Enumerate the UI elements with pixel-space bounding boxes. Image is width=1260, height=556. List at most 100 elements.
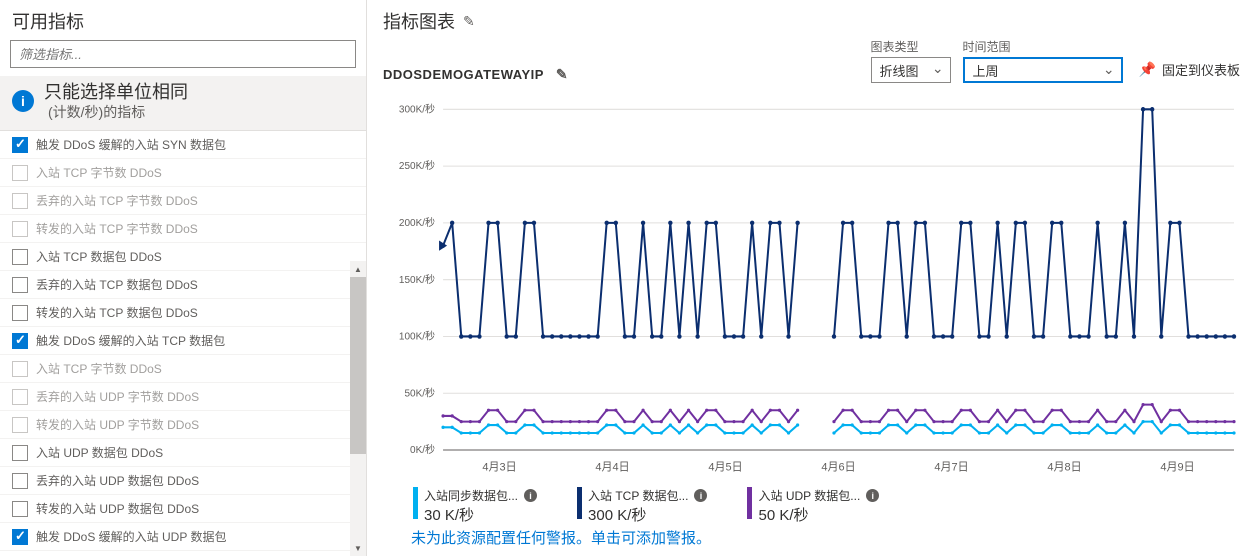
- metric-item[interactable]: 触发 DDoS 缓解的入站 SYN 数据包: [0, 131, 366, 159]
- time-range-value: 上周: [973, 61, 999, 80]
- metric-checkbox[interactable]: [12, 193, 28, 209]
- svg-text:300K/秒: 300K/秒: [399, 102, 435, 115]
- main-header: 指标图表 ✎: [383, 8, 1244, 34]
- metric-item[interactable]: 丢弃的入站 UDP 数据包 DDoS: [0, 467, 366, 495]
- sidebar-title: 可用指标: [0, 0, 366, 40]
- metric-item[interactable]: 丢弃的入站 TCP 字节数 DDoS: [0, 187, 366, 215]
- metric-label: 丢弃的入站 TCP 数据包 DDoS: [36, 276, 198, 293]
- svg-text:4月3日: 4月3日: [482, 462, 516, 474]
- metric-checkbox[interactable]: [12, 473, 28, 489]
- metric-item[interactable]: 转发的入站 TCP 数据包 DDoS: [0, 299, 366, 327]
- metric-label: 触发 DDoS 缓解的入站 SYN 数据包: [36, 136, 226, 153]
- main: 指标图表 ✎ DDOSDEMOGATEWAYIP ✎ 图表类型 折线图 时间范围…: [367, 0, 1260, 556]
- metric-label: 入站 TCP 字节数 DDoS: [36, 360, 162, 377]
- legend-value: 300 K/秒: [588, 504, 707, 525]
- pin-label: 固定到仪表板: [1162, 60, 1240, 79]
- alert-link[interactable]: 未为此资源配置任何警报。单击可添加警报。: [383, 525, 1244, 548]
- metric-item[interactable]: 转发的入站 TCP 字节数 DDoS: [0, 215, 366, 243]
- metric-checkbox[interactable]: [12, 417, 28, 433]
- search-wrap: [0, 40, 366, 76]
- metric-label: 转发的入站 TCP 字节数 DDoS: [36, 220, 198, 237]
- pin-icon: 📌: [1139, 61, 1156, 78]
- edit-resource-icon[interactable]: ✎: [556, 66, 568, 83]
- metric-label: 触发 DDoS 缓解的入站 UDP 数据包: [36, 528, 226, 545]
- legend-item[interactable]: 入站 UDP 数据包...i 50 K/秒: [747, 487, 879, 525]
- legend: 入站同步数据包...i 30 K/秒 入站 TCP 数据包...i 300 K/…: [383, 487, 1244, 525]
- metric-checkbox[interactable]: [12, 389, 28, 405]
- info-text-main: 只能选择单位相同: [44, 82, 188, 104]
- metric-checkbox[interactable]: [12, 305, 28, 321]
- legend-name: 入站同步数据包...i: [424, 487, 537, 504]
- svg-text:100K/秒: 100K/秒: [399, 329, 435, 342]
- metric-checkbox[interactable]: [12, 529, 28, 545]
- legend-item[interactable]: 入站同步数据包...i 30 K/秒: [413, 487, 537, 525]
- svg-text:4月8日: 4月8日: [1047, 462, 1081, 474]
- metric-item[interactable]: 入站 UDP 数据包 DDoS: [0, 439, 366, 467]
- info-icon: i: [12, 90, 34, 112]
- metric-checkbox[interactable]: [12, 501, 28, 517]
- metric-checkbox[interactable]: [12, 445, 28, 461]
- metric-label: 转发的入站 TCP 数据包 DDoS: [36, 304, 198, 321]
- resource-name: DDOSDEMOGATEWAYIP ✎: [383, 66, 568, 83]
- metric-item[interactable]: 入站 TCP 字节数 DDoS: [0, 355, 366, 383]
- info-icon[interactable]: i: [866, 489, 879, 502]
- time-range-label: 时间范围: [963, 38, 1123, 55]
- metric-label: 转发的入站 UDP 数据包 DDoS: [36, 500, 199, 517]
- legend-color-icon: [577, 487, 582, 519]
- metric-label: 转发的入站 UDP 字节数 DDoS: [36, 416, 199, 433]
- chart-type-label: 图表类型: [871, 38, 951, 55]
- scroll-down-icon[interactable]: ▼: [350, 540, 366, 556]
- legend-item[interactable]: 入站 TCP 数据包...i 300 K/秒: [577, 487, 707, 525]
- svg-text:0K/秒: 0K/秒: [410, 443, 435, 456]
- svg-text:4月7日: 4月7日: [934, 462, 968, 474]
- edit-title-icon[interactable]: ✎: [463, 13, 475, 30]
- metric-item[interactable]: 丢弃的入站 TCP 数据包 DDoS: [0, 271, 366, 299]
- metric-label: 入站 TCP 数据包 DDoS: [36, 248, 162, 265]
- metric-item[interactable]: 丢弃的入站 UDP 字节数 DDoS: [0, 383, 366, 411]
- scroll-up-icon[interactable]: ▲: [350, 261, 366, 277]
- legend-name: 入站 TCP 数据包...i: [588, 487, 707, 504]
- metric-checkbox[interactable]: [12, 333, 28, 349]
- svg-text:4月4日: 4月4日: [595, 462, 629, 474]
- metric-checkbox[interactable]: [12, 361, 28, 377]
- metric-label: 丢弃的入站 UDP 数据包 DDoS: [36, 472, 199, 489]
- legend-value: 50 K/秒: [758, 504, 879, 525]
- sub-row: DDOSDEMOGATEWAYIP ✎ 图表类型 折线图 时间范围 上周 📌 固…: [383, 38, 1244, 83]
- metric-label: 入站 TCP 字节数 DDoS: [36, 164, 162, 181]
- info-icon[interactable]: i: [694, 489, 707, 502]
- metric-item[interactable]: 入站 TCP 数据包 DDoS: [0, 243, 366, 271]
- metric-item[interactable]: 转发的入站 UDP 数据包 DDoS: [0, 495, 366, 523]
- time-range-dropdown[interactable]: 上周: [963, 57, 1123, 83]
- metric-checkbox[interactable]: [12, 277, 28, 293]
- metric-item[interactable]: 触发 DDoS 缓解的入站 TCP 数据包: [0, 327, 366, 355]
- metric-checkbox[interactable]: [12, 249, 28, 265]
- metric-item[interactable]: 触发 DDoS 缓解的入站 UDP 数据包: [0, 523, 366, 551]
- time-range-group: 时间范围 上周: [963, 38, 1123, 83]
- svg-text:200K/秒: 200K/秒: [399, 216, 435, 229]
- legend-text: 入站 TCP 数据包...i 300 K/秒: [588, 487, 707, 525]
- metric-checkbox[interactable]: [12, 165, 28, 181]
- legend-text: 入站 UDP 数据包...i 50 K/秒: [758, 487, 879, 525]
- chart-type-value: 折线图: [880, 61, 919, 80]
- metric-checkbox[interactable]: [12, 221, 28, 237]
- pin-button[interactable]: 📌 固定到仪表板: [1135, 56, 1244, 83]
- svg-text:4月9日: 4月9日: [1160, 462, 1194, 474]
- resource-label: DDOSDEMOGATEWAYIP: [383, 67, 544, 82]
- svg-text:150K/秒: 150K/秒: [399, 273, 435, 286]
- info-icon[interactable]: i: [524, 489, 537, 502]
- scrollbar[interactable]: ▲ ▼: [350, 261, 366, 556]
- metric-label: 入站 UDP 数据包 DDoS: [36, 444, 163, 461]
- legend-color-icon: [747, 487, 752, 519]
- metric-checkbox[interactable]: [12, 137, 28, 153]
- scrollbar-thumb[interactable]: [350, 277, 366, 454]
- search-input[interactable]: [10, 40, 356, 68]
- metric-label: 丢弃的入站 TCP 字节数 DDoS: [36, 192, 198, 209]
- sidebar: 可用指标 i 只能选择单位相同 (计数/秒)的指标 触发 DDoS 缓解的入站 …: [0, 0, 367, 556]
- metric-item[interactable]: 入站 TCP 字节数 DDoS: [0, 159, 366, 187]
- svg-text:50K/秒: 50K/秒: [404, 386, 435, 399]
- chart-title: 指标图表: [383, 8, 455, 34]
- chart-type-dropdown[interactable]: 折线图: [871, 57, 951, 83]
- metric-item[interactable]: 转发的入站 UDP 字节数 DDoS: [0, 411, 366, 439]
- controls: 图表类型 折线图 时间范围 上周 📌 固定到仪表板: [871, 38, 1244, 83]
- legend-color-icon: [413, 487, 418, 519]
